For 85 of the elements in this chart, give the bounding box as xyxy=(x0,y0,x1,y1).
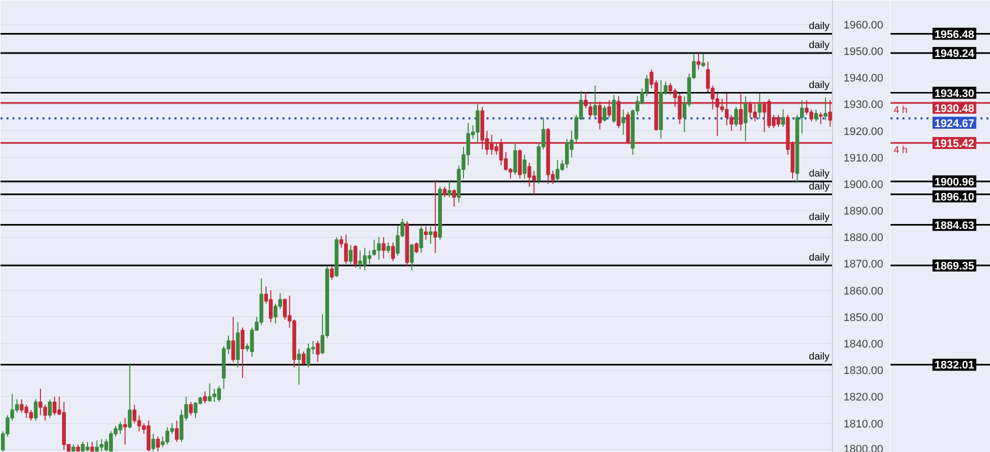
candlestick xyxy=(414,242,418,254)
candlestick xyxy=(621,109,626,136)
candlestick xyxy=(174,420,179,442)
candlestick xyxy=(302,350,306,367)
ref-line-label: daily xyxy=(808,20,830,32)
candlestick xyxy=(118,421,122,434)
text: 1930.48 xyxy=(934,102,974,115)
ref-line-label: daily xyxy=(808,40,830,52)
candlestick xyxy=(156,436,160,452)
y-tick-label: 1850.00 xyxy=(844,312,884,324)
text: 1934.30 xyxy=(934,88,974,100)
candlestick xyxy=(701,53,706,68)
y-tick-label: 1870.00 xyxy=(844,258,884,271)
candlestick xyxy=(696,52,700,70)
candlestick xyxy=(758,93,762,120)
text: 1900.96 xyxy=(934,176,974,188)
candlestick xyxy=(231,316,236,363)
candlestick xyxy=(391,242,395,262)
candlestick xyxy=(744,96,748,142)
candlestick xyxy=(410,243,414,271)
candlestick xyxy=(188,401,193,416)
ref-line-label: daily xyxy=(808,252,830,264)
candlestick xyxy=(123,417,127,446)
ref-line-label: daily xyxy=(808,181,830,192)
text: 1869.35 xyxy=(934,260,974,272)
candlestick xyxy=(522,154,527,180)
y-tick-label: 1830.00 xyxy=(844,365,884,378)
candlestick xyxy=(128,362,132,430)
candlestick xyxy=(442,186,447,198)
y-tick-label: 1920.00 xyxy=(844,126,884,138)
y-tick-label: 1810.00 xyxy=(844,418,884,430)
y-tick-label: 1820.00 xyxy=(844,392,884,404)
y-tick-label: 1950.00 xyxy=(844,46,884,58)
candlestick xyxy=(297,348,301,386)
candlestick xyxy=(240,327,244,379)
candlestick xyxy=(353,244,358,268)
y-tick-label: 1960.00 xyxy=(844,19,884,32)
candlestick xyxy=(734,106,738,128)
candlestick xyxy=(419,226,424,254)
y-tick-label: 1840.00 xyxy=(844,338,884,350)
candlestick xyxy=(90,441,94,452)
text: 1949.24 xyxy=(934,48,976,60)
text: 1956.48 xyxy=(934,28,974,41)
candlestick xyxy=(602,105,606,122)
y-tick-label: 1880.00 xyxy=(844,232,884,244)
ref-line-label: 4 h xyxy=(894,144,908,156)
candlestick xyxy=(358,250,362,270)
candlestick xyxy=(348,244,353,264)
candlestick xyxy=(781,109,786,128)
candlestick xyxy=(316,340,320,363)
candlestick xyxy=(203,390,207,404)
y-tick-label: 1900.00 xyxy=(844,178,884,191)
y-tick-label: 1890.00 xyxy=(844,206,884,218)
candlestick xyxy=(34,398,38,422)
text: 1924.67 xyxy=(934,118,974,130)
text: 1832.01 xyxy=(934,360,974,372)
candlestick xyxy=(330,266,334,280)
candlestick xyxy=(382,236,386,259)
candlestick xyxy=(376,236,381,260)
candlestick xyxy=(513,142,518,176)
ref-line-label: daily xyxy=(808,352,830,363)
ref-line-label: daily xyxy=(808,80,830,91)
text: 1915.42 xyxy=(934,138,974,150)
candlestick xyxy=(452,188,456,208)
candlestick xyxy=(518,148,522,180)
y-tick-label: 1860.00 xyxy=(844,285,884,298)
candlestick xyxy=(428,226,433,244)
candlestick xyxy=(814,109,818,122)
ref-line-label: 4 h xyxy=(894,104,908,116)
candlestick xyxy=(386,242,390,254)
text: 1896.10 xyxy=(934,191,974,204)
text: 1884.63 xyxy=(934,220,974,232)
candlestick xyxy=(424,226,428,240)
candlestick xyxy=(48,398,52,418)
candlestick xyxy=(593,85,598,118)
candlestick xyxy=(824,97,828,121)
candlestick xyxy=(612,94,616,124)
ref-line-label: daily xyxy=(808,168,830,180)
y-tick-label: 1940.00 xyxy=(844,72,884,85)
y-tick-label: 1930.00 xyxy=(844,99,884,112)
ref-line-label: daily xyxy=(808,212,830,223)
candlestick xyxy=(151,433,156,452)
candlestick xyxy=(447,180,452,198)
y-tick-label: 1910.00 xyxy=(844,152,884,164)
candlestick xyxy=(433,180,438,254)
